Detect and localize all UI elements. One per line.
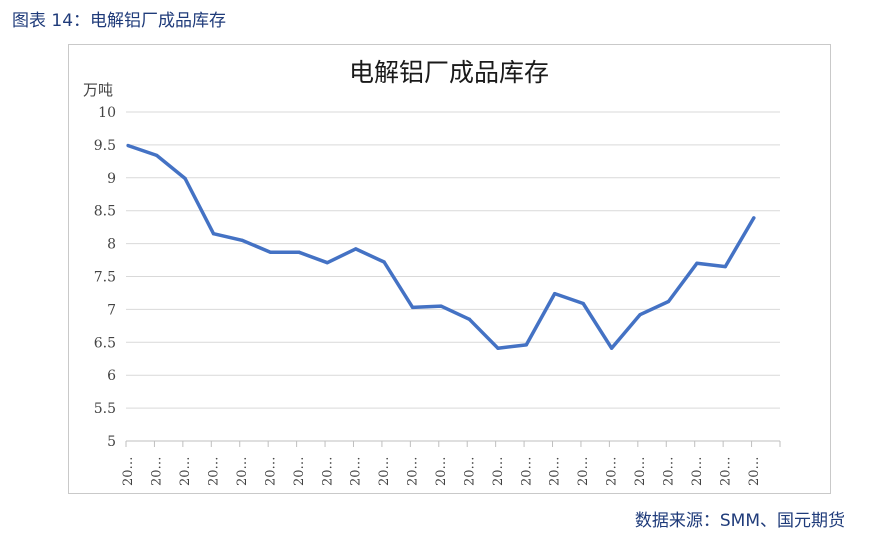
data-point [467,317,472,321]
y-tick-label: 6 [107,368,116,384]
source-note: 数据来源：SMM、国元期货 [634,511,845,531]
y-tick-label: 6.5 [94,335,116,351]
data-point [325,261,329,265]
data-point [126,143,130,148]
data-point [268,250,272,254]
data-point [410,305,415,310]
x-tick-label: 20… [235,456,250,486]
y-tick-label: 7 [107,302,116,318]
y-tick-label: 5 [107,434,116,450]
y-axis-unit-label: 万吨 [83,81,113,99]
data-point [240,238,244,242]
x-tick-label: 20… [747,456,762,486]
x-tick-labels: 20… 20… 20… 20… 20… 20… 20… 20… 20… 20… 20… 20… 20… 2… [121,456,762,486]
series-layer [126,143,756,350]
x-tick-label: 20… [292,456,307,486]
y-tick-label: 10 [98,105,116,121]
data-point [610,346,614,350]
series-line [126,143,756,350]
x-tick-label: 20… [406,456,421,486]
data-point [581,301,585,306]
data-point [297,250,301,254]
y-tick-labels: 5 5.5 6 6.5 7 7.5 8 8.5 9 9.5 10 [94,105,116,450]
x-tick-label: 20… [121,456,136,486]
data-point [354,247,358,251]
data-point [695,261,699,265]
y-tick-label: 9 [107,171,116,187]
x-tick-label: 20… [548,456,563,486]
x-tick-label: 20… [718,456,733,486]
data-point [382,260,386,264]
figure-caption: 图表 14：电解铝厂成品库存 [12,11,227,31]
data-point [666,299,671,304]
x-tick-label: 20… [491,456,506,486]
data-point [752,216,756,220]
x-tick-label: 20… [434,456,449,486]
x-tick-label: 20… [263,456,278,486]
x-tick-label: 20… [576,456,591,486]
axes [125,440,781,447]
x-tick-label: 20… [178,456,193,486]
data-point [723,265,727,269]
x-tick-label: 20… [690,456,705,486]
data-point [211,232,216,236]
y-tick-label: 9.5 [94,138,116,154]
x-tick-label: 20… [207,456,222,486]
x-tick-label: 20… [605,456,620,486]
chart-title: 电解铝厂成品库存 [349,58,549,87]
y-tick-label: 8 [107,237,116,253]
x-tick-label: 20… [150,456,165,486]
x-tick-label: 20… [349,456,364,486]
data-point [553,292,557,296]
x-tick-label: 20… [661,456,676,486]
x-tick-label: 20… [320,456,335,486]
data-point [496,346,500,350]
data-point [638,313,642,317]
data-point [524,343,528,347]
y-tick-label: 5.5 [94,401,116,417]
x-tick-label: 20… [377,456,392,486]
chart-frame [68,44,831,494]
x-tick-label: 20… [633,456,648,486]
data-point [155,153,159,158]
x-tick-label: 20… [462,456,477,486]
gridlines [126,111,780,409]
data-point [439,304,443,308]
y-tick-label: 8.5 [94,204,116,220]
y-tick-label: 7.5 [94,270,116,286]
x-tick-label: 20… [519,456,534,486]
data-point [183,176,187,181]
